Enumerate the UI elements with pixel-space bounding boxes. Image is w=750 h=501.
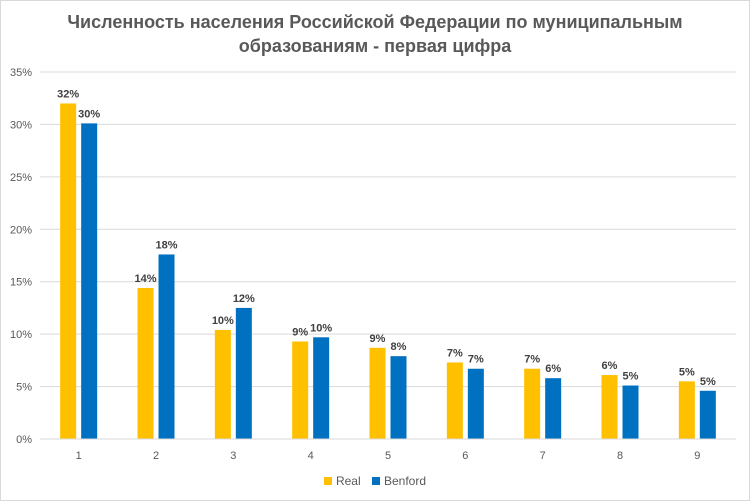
data-label-benford-9: 5% <box>700 376 716 388</box>
data-label-real-8: 6% <box>602 360 618 372</box>
legend-item-benford: Benford <box>372 474 426 488</box>
x-tick-label: 3 <box>230 450 236 462</box>
data-labels: 32%30%14%18%10%12%9% 10%9%8%7%7% 7%6% 6%5% 5… <box>57 88 716 387</box>
bar-benford-7 <box>545 378 562 439</box>
legend-swatch-real <box>323 477 332 485</box>
bar-benford-6 <box>467 368 484 439</box>
x-tick-label: 7 <box>540 450 546 462</box>
y-tick-label: 0% <box>16 434 32 446</box>
data-label-real-2: 14% <box>134 273 156 285</box>
bar-real-3 <box>214 329 231 439</box>
data-label-benford-3: 12% <box>233 293 255 305</box>
chart-title-line-1: Численность населения Российской Федерац… <box>67 12 683 32</box>
bar-real-4 <box>292 341 309 439</box>
legend-item-real: Real <box>323 474 361 488</box>
bar-benford-9 <box>699 390 716 439</box>
y-tick-label: 35% <box>10 67 32 79</box>
data-label-benford-2: 18% <box>155 239 177 251</box>
bar-real-6 <box>446 362 463 439</box>
x-axis: 1 2 3 4 5 6 7 8 9 <box>40 438 736 462</box>
bar-real-9 <box>678 381 695 439</box>
chart-title-line-2: образованиям - первая цифра <box>238 36 512 56</box>
y-tick-label: 10% <box>10 329 32 341</box>
y-axis: 0% 5% 10% 15% 20% 25% 30% 35% <box>10 67 32 446</box>
x-tick-label: 8 <box>617 450 623 462</box>
bar-real-2 <box>137 288 154 439</box>
data-label-real-4: 9% <box>292 326 308 338</box>
legend-swatch-benford <box>372 477 380 485</box>
data-label-real-6: 7% <box>447 347 463 359</box>
bar-real-1 <box>60 103 77 439</box>
y-tick-label: 25% <box>10 172 32 184</box>
x-tick-label: 4 <box>308 450 314 462</box>
legend-label-benford: Benford <box>384 474 427 488</box>
x-tick-label: 2 <box>153 450 159 462</box>
bar-real-8 <box>601 375 618 439</box>
legend: Real Benford <box>0 474 750 488</box>
bar-real-7 <box>524 368 541 439</box>
y-tick-label: 30% <box>10 119 32 131</box>
bar-benford-3 <box>235 307 252 439</box>
bar-real-5 <box>369 347 386 439</box>
x-tick-label: 1 <box>76 450 82 462</box>
bar-benford-8 <box>622 385 639 439</box>
data-label-real-7: 7% <box>524 354 540 366</box>
data-label-real-9: 5% <box>679 366 695 378</box>
x-tick-label: 6 <box>462 450 468 462</box>
bars <box>60 103 716 439</box>
chart-title: Численность населения Российской Федерац… <box>0 10 750 58</box>
x-tick-label: 9 <box>694 450 700 462</box>
data-label-benford-1: 30% <box>78 108 100 120</box>
data-label-benford-7: 6% <box>545 363 561 375</box>
y-tick-label: 5% <box>16 382 32 394</box>
y-tick-label: 15% <box>10 277 32 289</box>
bar-benford-5 <box>390 356 407 439</box>
x-tick-label: 5 <box>385 450 391 462</box>
bar-benford-1 <box>81 123 98 439</box>
legend-label-real: Real <box>335 474 361 488</box>
data-label-benford-6: 7% <box>468 354 484 366</box>
y-tick-label: 20% <box>10 224 32 236</box>
bar-benford-4 <box>313 337 330 439</box>
data-label-real-3: 10% <box>212 315 234 327</box>
data-label-benford-4: 10% <box>310 322 332 334</box>
data-label-real-1: 32% <box>57 88 79 100</box>
data-label-real-5: 9% <box>370 333 386 345</box>
data-label-benford-5: 8% <box>391 341 407 353</box>
data-label-benford-8: 5% <box>623 371 639 383</box>
bar-benford-2 <box>158 254 175 439</box>
